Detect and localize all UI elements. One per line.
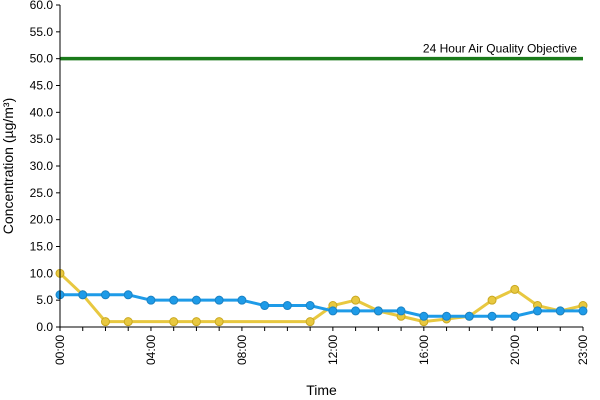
x-tick-label: 04:00: [144, 335, 158, 365]
x-tick-label: 23:00: [576, 335, 590, 365]
series-2-point: [419, 311, 429, 321]
series-2-point: [260, 301, 270, 311]
y-tick-label: 45.0: [30, 79, 54, 93]
series-group: [55, 268, 588, 327]
series-1-point: [487, 295, 497, 305]
series-2-point: [533, 306, 543, 316]
series-2-point: [78, 290, 88, 300]
y-axis-title: Concentration (µg/m³): [0, 98, 16, 234]
series-2-point: [123, 290, 133, 300]
series-1-point: [100, 317, 110, 327]
series-2-point: [146, 295, 156, 305]
y-tick-label: 20.0: [30, 213, 54, 227]
series-2-point: [555, 306, 565, 316]
series-1-point: [305, 317, 315, 327]
series-1-point: [123, 317, 133, 327]
series-2-point: [214, 295, 224, 305]
series-2-point: [282, 301, 292, 311]
series-2-point: [237, 295, 247, 305]
objective-label: 24 Hour Air Quality Objective: [423, 42, 577, 56]
y-tick-label: 10.0: [30, 266, 54, 280]
y-tick-label: 55.0: [30, 25, 54, 39]
x-tick-label: 00:00: [53, 335, 67, 365]
y-tick-label: 60.0: [30, 0, 54, 12]
y-tick-label: 0.0: [36, 320, 53, 334]
x-tick-label: 16:00: [417, 335, 431, 365]
y-tick-label: 30.0: [30, 159, 54, 173]
series-1-point: [214, 317, 224, 327]
y-tick-label: 5.0: [36, 293, 53, 307]
y-axis-ticks: 0.0 5.0 10.0 15.0 20.0 25.0 30.0 35.0 40.0 45.0 50…: [30, 0, 60, 334]
series-2-point: [100, 290, 110, 300]
reference-line-group: 24 Hour Air Quality Objective: [60, 42, 583, 61]
y-tick-label: 25.0: [30, 186, 54, 200]
y-tick-label: 40.0: [30, 105, 54, 119]
y-tick-label: 50.0: [30, 52, 54, 66]
x-axis-ticks: 00:00 04:00 08:00 12:00 16:00 20:00 23:00: [53, 327, 590, 365]
series-2-point: [305, 301, 315, 311]
x-axis-title: Time: [306, 382, 337, 398]
series-2-point: [373, 306, 383, 316]
series-2-point: [442, 311, 452, 321]
series-1-point: [351, 295, 361, 305]
series-1-point: [169, 317, 179, 327]
series-1-point: [510, 284, 520, 294]
series-2-point: [510, 311, 520, 321]
series-2-point: [396, 306, 406, 316]
series-2-point: [464, 311, 474, 321]
x-tick-label: 12:00: [326, 335, 340, 365]
series-2-point: [169, 295, 179, 305]
x-tick-label: 20:00: [508, 335, 522, 365]
y-tick-label: 35.0: [30, 132, 54, 146]
series-2-point: [578, 306, 588, 316]
series-2-point: [351, 306, 361, 316]
x-tick-label: 08:00: [235, 335, 249, 365]
y-tick-label: 15.0: [30, 240, 54, 254]
series-2-point: [191, 295, 201, 305]
series-2-point: [487, 311, 497, 321]
series-2-point: [328, 306, 338, 316]
series-1-point: [191, 317, 201, 327]
